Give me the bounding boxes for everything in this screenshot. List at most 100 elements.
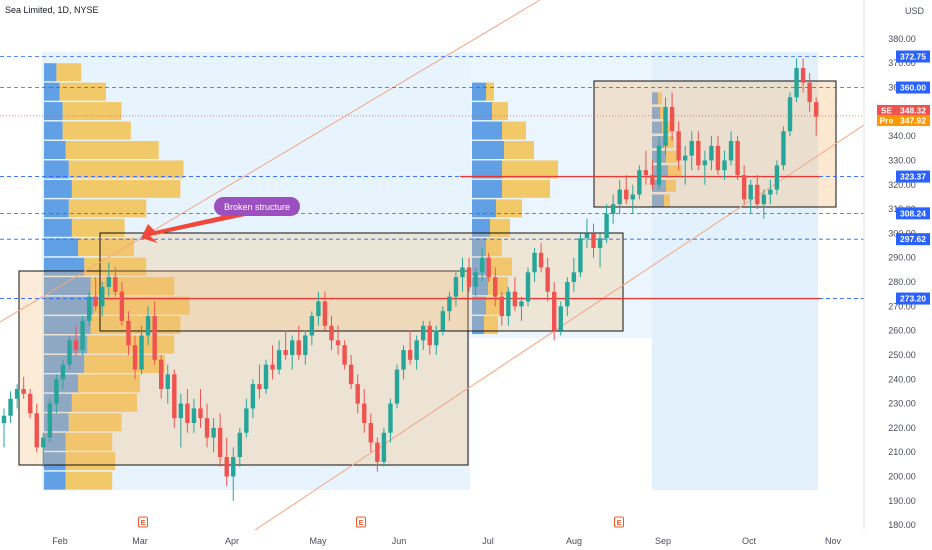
vp-mid-sell-bar xyxy=(488,277,508,296)
price-tick-label: 370.00 xyxy=(888,58,916,68)
candle-body xyxy=(276,350,282,370)
candle-body xyxy=(178,403,184,419)
month-label-may: May xyxy=(309,536,327,546)
vp-mid-buy-bar xyxy=(472,199,496,218)
month-label-apr: Apr xyxy=(225,536,239,546)
broken-structure-annotation[interactable]: Broken structure xyxy=(141,197,300,243)
price-tag-bg xyxy=(896,207,930,220)
vp-left-buy-bar xyxy=(44,121,63,140)
candle-body xyxy=(702,160,708,166)
vp-left-buy-bar xyxy=(44,140,66,159)
candle-body xyxy=(14,388,20,399)
candle-body xyxy=(552,291,557,331)
vp-mid-buy-bar xyxy=(472,160,502,179)
candle-body xyxy=(493,277,498,297)
candle-body xyxy=(335,340,341,346)
candle-body xyxy=(368,423,373,443)
candle-body xyxy=(761,194,766,205)
price-tick-label: 180.00 xyxy=(888,520,916,530)
candle-body xyxy=(191,408,197,424)
price-tick-label: 270.00 xyxy=(888,301,916,311)
trend-lines xyxy=(0,0,865,541)
price-tick-label: 380.00 xyxy=(888,34,916,44)
vp-left-sell-bar xyxy=(84,354,165,373)
candle-body xyxy=(565,282,570,307)
candle-body xyxy=(1,415,7,424)
candle-body xyxy=(591,233,596,248)
price-tick-label: 210.00 xyxy=(888,447,916,457)
candle-body xyxy=(270,364,275,370)
candle-body xyxy=(414,340,419,360)
vp-left-sell-bar xyxy=(78,374,141,393)
vp-left-sell-bar xyxy=(78,238,134,257)
price-tag-bg xyxy=(896,50,930,63)
candle-body xyxy=(525,272,531,302)
candle-body xyxy=(283,350,288,355)
candle-body xyxy=(610,204,616,214)
candle-body xyxy=(473,272,478,287)
candle-body xyxy=(145,316,151,336)
month-label-nov: Nov xyxy=(825,536,842,546)
vp-mid-buy-bar xyxy=(472,140,504,159)
vp-left-sell-bar xyxy=(68,413,122,432)
vp-left-buy-bar xyxy=(44,238,79,257)
candle-body xyxy=(683,155,688,161)
price-tag-bg xyxy=(896,233,930,246)
vp-mid-buy-bar xyxy=(472,121,502,140)
candle-body xyxy=(401,350,406,370)
candle-body xyxy=(768,189,773,195)
candle-body xyxy=(486,257,491,278)
candle-body xyxy=(342,345,347,365)
price-tick-label: 260.00 xyxy=(888,326,916,336)
candle-body xyxy=(643,170,649,176)
time-axis[interactable] xyxy=(0,530,932,550)
price-tick-label: 330.00 xyxy=(888,155,916,165)
zone-box-upper xyxy=(593,80,837,208)
vp-right-buy-bar xyxy=(652,194,664,207)
candle-body xyxy=(237,432,242,458)
vp-right-sell-bar xyxy=(664,194,670,207)
vp-left-sell-bar xyxy=(90,277,175,296)
candlestick-series xyxy=(1,58,819,501)
price-tag-label: 348.32 xyxy=(900,106,926,116)
earnings-marker[interactable] xyxy=(138,516,148,528)
price-tag-bg xyxy=(896,81,930,94)
vp-right-sell-bar xyxy=(666,150,678,163)
vp-left-sell-bar xyxy=(71,393,137,412)
candle-body xyxy=(185,403,190,424)
candle-body xyxy=(696,140,701,166)
candle-body xyxy=(663,106,668,146)
candle-body xyxy=(597,238,603,248)
vp-left-buy-bar xyxy=(44,199,69,218)
candle-body xyxy=(348,364,354,385)
vp-mid-sell-bar xyxy=(496,199,522,218)
vp-left-buy-bar xyxy=(44,218,72,237)
earnings-marker[interactable] xyxy=(356,516,366,528)
vp-left-sell-bar xyxy=(65,452,116,471)
price-tick-label: 250.00 xyxy=(888,350,916,360)
candle-body xyxy=(506,291,511,317)
symbol-tag-bg xyxy=(877,115,896,126)
candle-body xyxy=(787,97,793,132)
candle-body xyxy=(440,311,446,331)
candle-body xyxy=(499,296,504,317)
candle-body xyxy=(689,140,694,156)
candle-body xyxy=(453,277,459,297)
candle-body xyxy=(113,277,118,292)
vp-mid-buy-bar xyxy=(472,179,502,198)
candle-body xyxy=(263,364,269,389)
month-label-aug: Aug xyxy=(566,536,582,546)
month-label-sep: Sep xyxy=(655,536,671,546)
zone-box-middle xyxy=(99,232,624,332)
candle-body xyxy=(34,413,39,448)
earnings-marker[interactable] xyxy=(614,516,624,528)
candle-body xyxy=(558,306,563,331)
currency-label: USD xyxy=(905,6,925,16)
candle-body xyxy=(316,301,321,317)
annotation-label: Broken structure xyxy=(224,202,290,212)
vp-left-sell-bar xyxy=(65,432,113,451)
candle-body xyxy=(47,403,53,438)
candle-body xyxy=(159,359,164,389)
